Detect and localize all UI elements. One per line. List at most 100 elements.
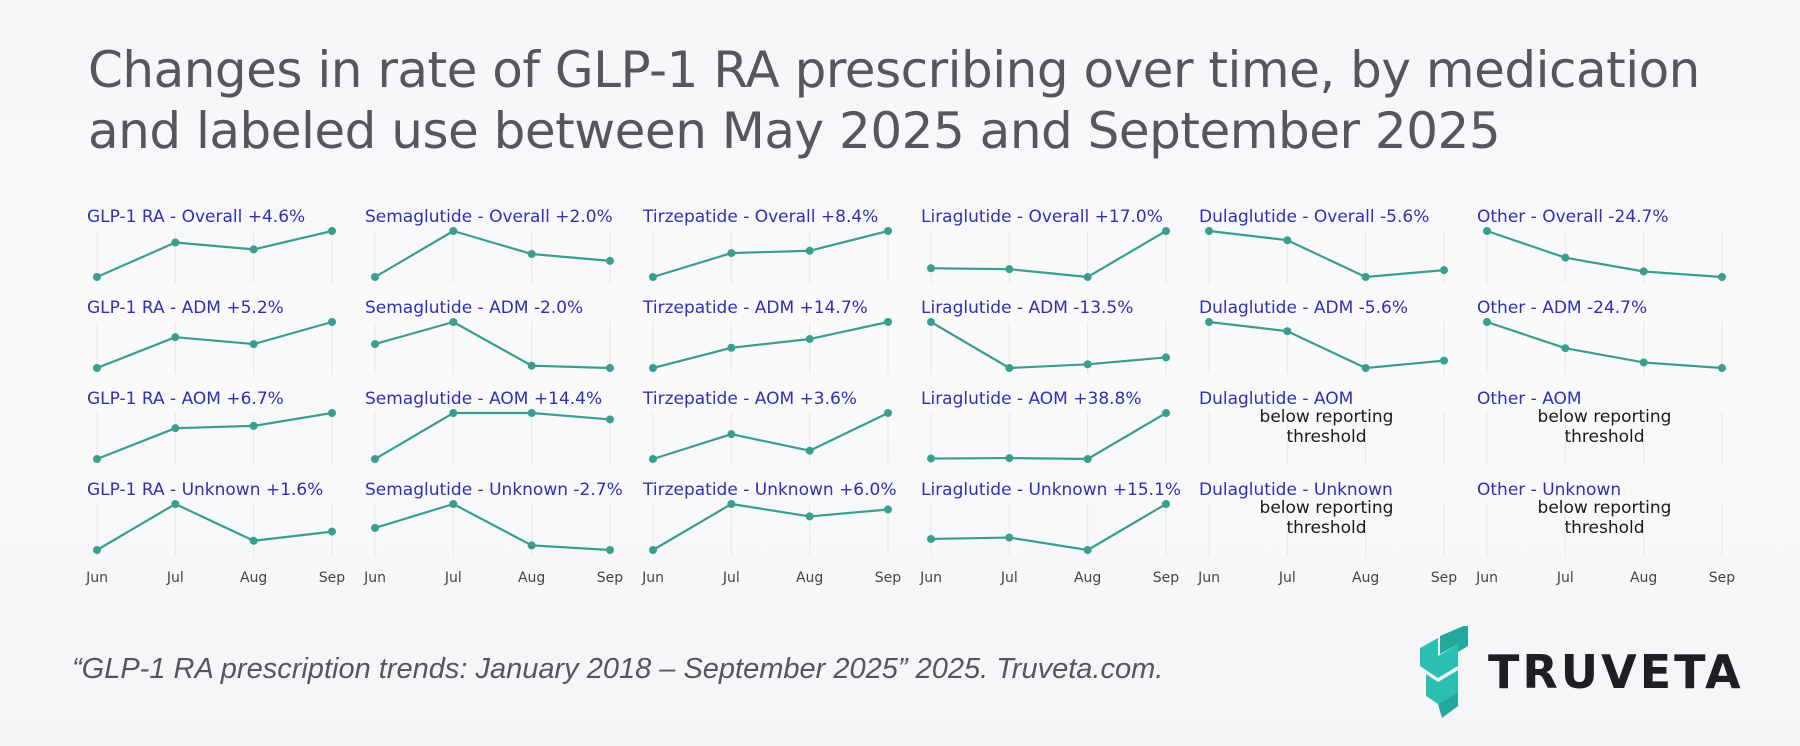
data-point — [449, 409, 458, 417]
data-point — [1162, 227, 1170, 235]
data-point — [371, 523, 379, 532]
data-point — [171, 424, 180, 433]
threshold-note: below reporting — [1260, 498, 1394, 518]
logo-chevron-tail — [1438, 692, 1458, 718]
x-tick-label: Aug — [240, 570, 267, 586]
small-multiples-grid: GLP-1 RA - Overall +4.6% Semaglutide - Ov… — [85, 207, 1735, 586]
data-point — [449, 318, 458, 326]
data-point — [727, 500, 736, 508]
data-point — [606, 364, 614, 372]
data-point — [249, 245, 258, 254]
logo-chevron-top-right — [1440, 626, 1468, 654]
data-point — [93, 455, 101, 463]
chart-title: Changes in rate of GLP-1 RA prescribing … — [88, 40, 1708, 162]
data-point — [727, 249, 736, 258]
data-point — [527, 541, 536, 550]
data-point — [727, 343, 736, 352]
threshold-note: threshold — [1286, 427, 1366, 447]
x-tick-label: Aug — [1352, 570, 1379, 586]
x-tick-label: Jul — [166, 570, 184, 586]
x-tick-label: Jun — [641, 570, 664, 586]
series-line — [652, 229, 889, 279]
data-point — [371, 273, 379, 281]
data-point — [371, 455, 379, 463]
data-point — [1639, 267, 1648, 276]
x-tick-label: Jun — [1197, 570, 1220, 586]
x-tick-label: Jul — [1000, 570, 1018, 586]
panel-label: Dulaglutide - ADM -5.6% — [1199, 298, 1408, 318]
panel-label: Tirzepatide - Overall +8.4% — [642, 207, 878, 227]
data-point — [171, 333, 180, 342]
series-line — [374, 502, 611, 552]
panel-label: Semaglutide - Unknown -2.7% — [365, 480, 623, 500]
data-point — [93, 273, 101, 281]
threshold-note: below reporting — [1538, 498, 1672, 518]
panel-label: Liraglutide - ADM -13.5% — [921, 298, 1133, 318]
data-point — [1083, 455, 1092, 463]
threshold-note: below reporting — [1260, 407, 1394, 427]
logo-wordmark: TRUVETA — [1488, 645, 1744, 699]
panel-label: Semaglutide - AOM +14.4% — [365, 389, 602, 409]
threshold-note: threshold — [1564, 518, 1644, 538]
data-point — [93, 364, 101, 372]
panel-label: Liraglutide - Overall +17.0% — [921, 207, 1163, 227]
data-point — [1083, 273, 1092, 281]
data-point — [328, 227, 336, 235]
data-point — [606, 256, 614, 265]
x-tick-label: Aug — [518, 570, 545, 586]
panel-label: Liraglutide - Unknown +15.1% — [921, 480, 1181, 500]
panel-label: GLP-1 RA - Unknown +1.6% — [87, 480, 323, 500]
data-point — [1361, 364, 1370, 372]
series-line — [374, 411, 611, 460]
logo-chevron-top — [1420, 638, 1458, 678]
panel-label: Dulaglutide - Unknown — [1199, 480, 1393, 500]
x-tick-label: Aug — [1630, 570, 1657, 586]
data-point — [649, 546, 657, 554]
x-tick-label: Sep — [597, 570, 624, 586]
x-tick-label: Jun — [1475, 570, 1498, 586]
data-point — [249, 536, 258, 545]
series-line — [652, 412, 889, 461]
panel-label: Other - ADM -24.7% — [1477, 298, 1647, 318]
data-point — [449, 500, 458, 508]
series-line — [930, 412, 1167, 461]
citation: “GLP-1 RA prescription trends: January 2… — [72, 653, 1164, 685]
data-point — [1005, 364, 1014, 372]
chart-title-line-2: and labeled use between May 2025 and Sep… — [88, 102, 1501, 160]
data-point — [1361, 273, 1370, 281]
series-line — [930, 230, 1167, 279]
x-tick-label: Jun — [85, 570, 108, 586]
threshold-note: below reporting — [1538, 407, 1672, 427]
x-tick-label: Sep — [1431, 570, 1458, 586]
series-line — [374, 229, 611, 278]
data-point — [927, 534, 935, 543]
data-point — [884, 318, 892, 326]
data-point — [1005, 265, 1014, 274]
data-point — [927, 318, 935, 326]
data-point — [1083, 546, 1092, 554]
x-tick-label: Jun — [363, 570, 386, 586]
x-tick-label: Jun — [919, 570, 942, 586]
panel-label: GLP-1 RA - Overall +4.6% — [87, 207, 305, 227]
data-point — [1283, 327, 1292, 336]
data-point — [1205, 318, 1213, 326]
panel-label: Tirzepatide - Unknown +6.0% — [642, 480, 897, 500]
data-point — [805, 335, 814, 344]
series-line — [1486, 229, 1723, 279]
logo-chevron-bottom — [1426, 670, 1458, 704]
x-tick-label: Sep — [875, 570, 902, 586]
panel-label: Semaglutide - Overall +2.0% — [365, 207, 613, 227]
panel-label: Dulaglutide - Overall -5.6% — [1199, 207, 1429, 227]
x-tick-label: Aug — [1074, 570, 1101, 586]
data-point — [1005, 533, 1014, 542]
data-point — [1440, 266, 1448, 275]
data-point — [1162, 353, 1170, 362]
data-point — [649, 455, 657, 463]
panel-label: Other - Overall -24.7% — [1477, 207, 1669, 227]
data-point — [1005, 454, 1014, 463]
series-line — [930, 503, 1167, 552]
series-line — [374, 320, 611, 370]
data-point — [93, 546, 101, 554]
data-point — [927, 264, 935, 273]
panel-label: GLP-1 RA - AOM +6.7% — [87, 389, 284, 409]
